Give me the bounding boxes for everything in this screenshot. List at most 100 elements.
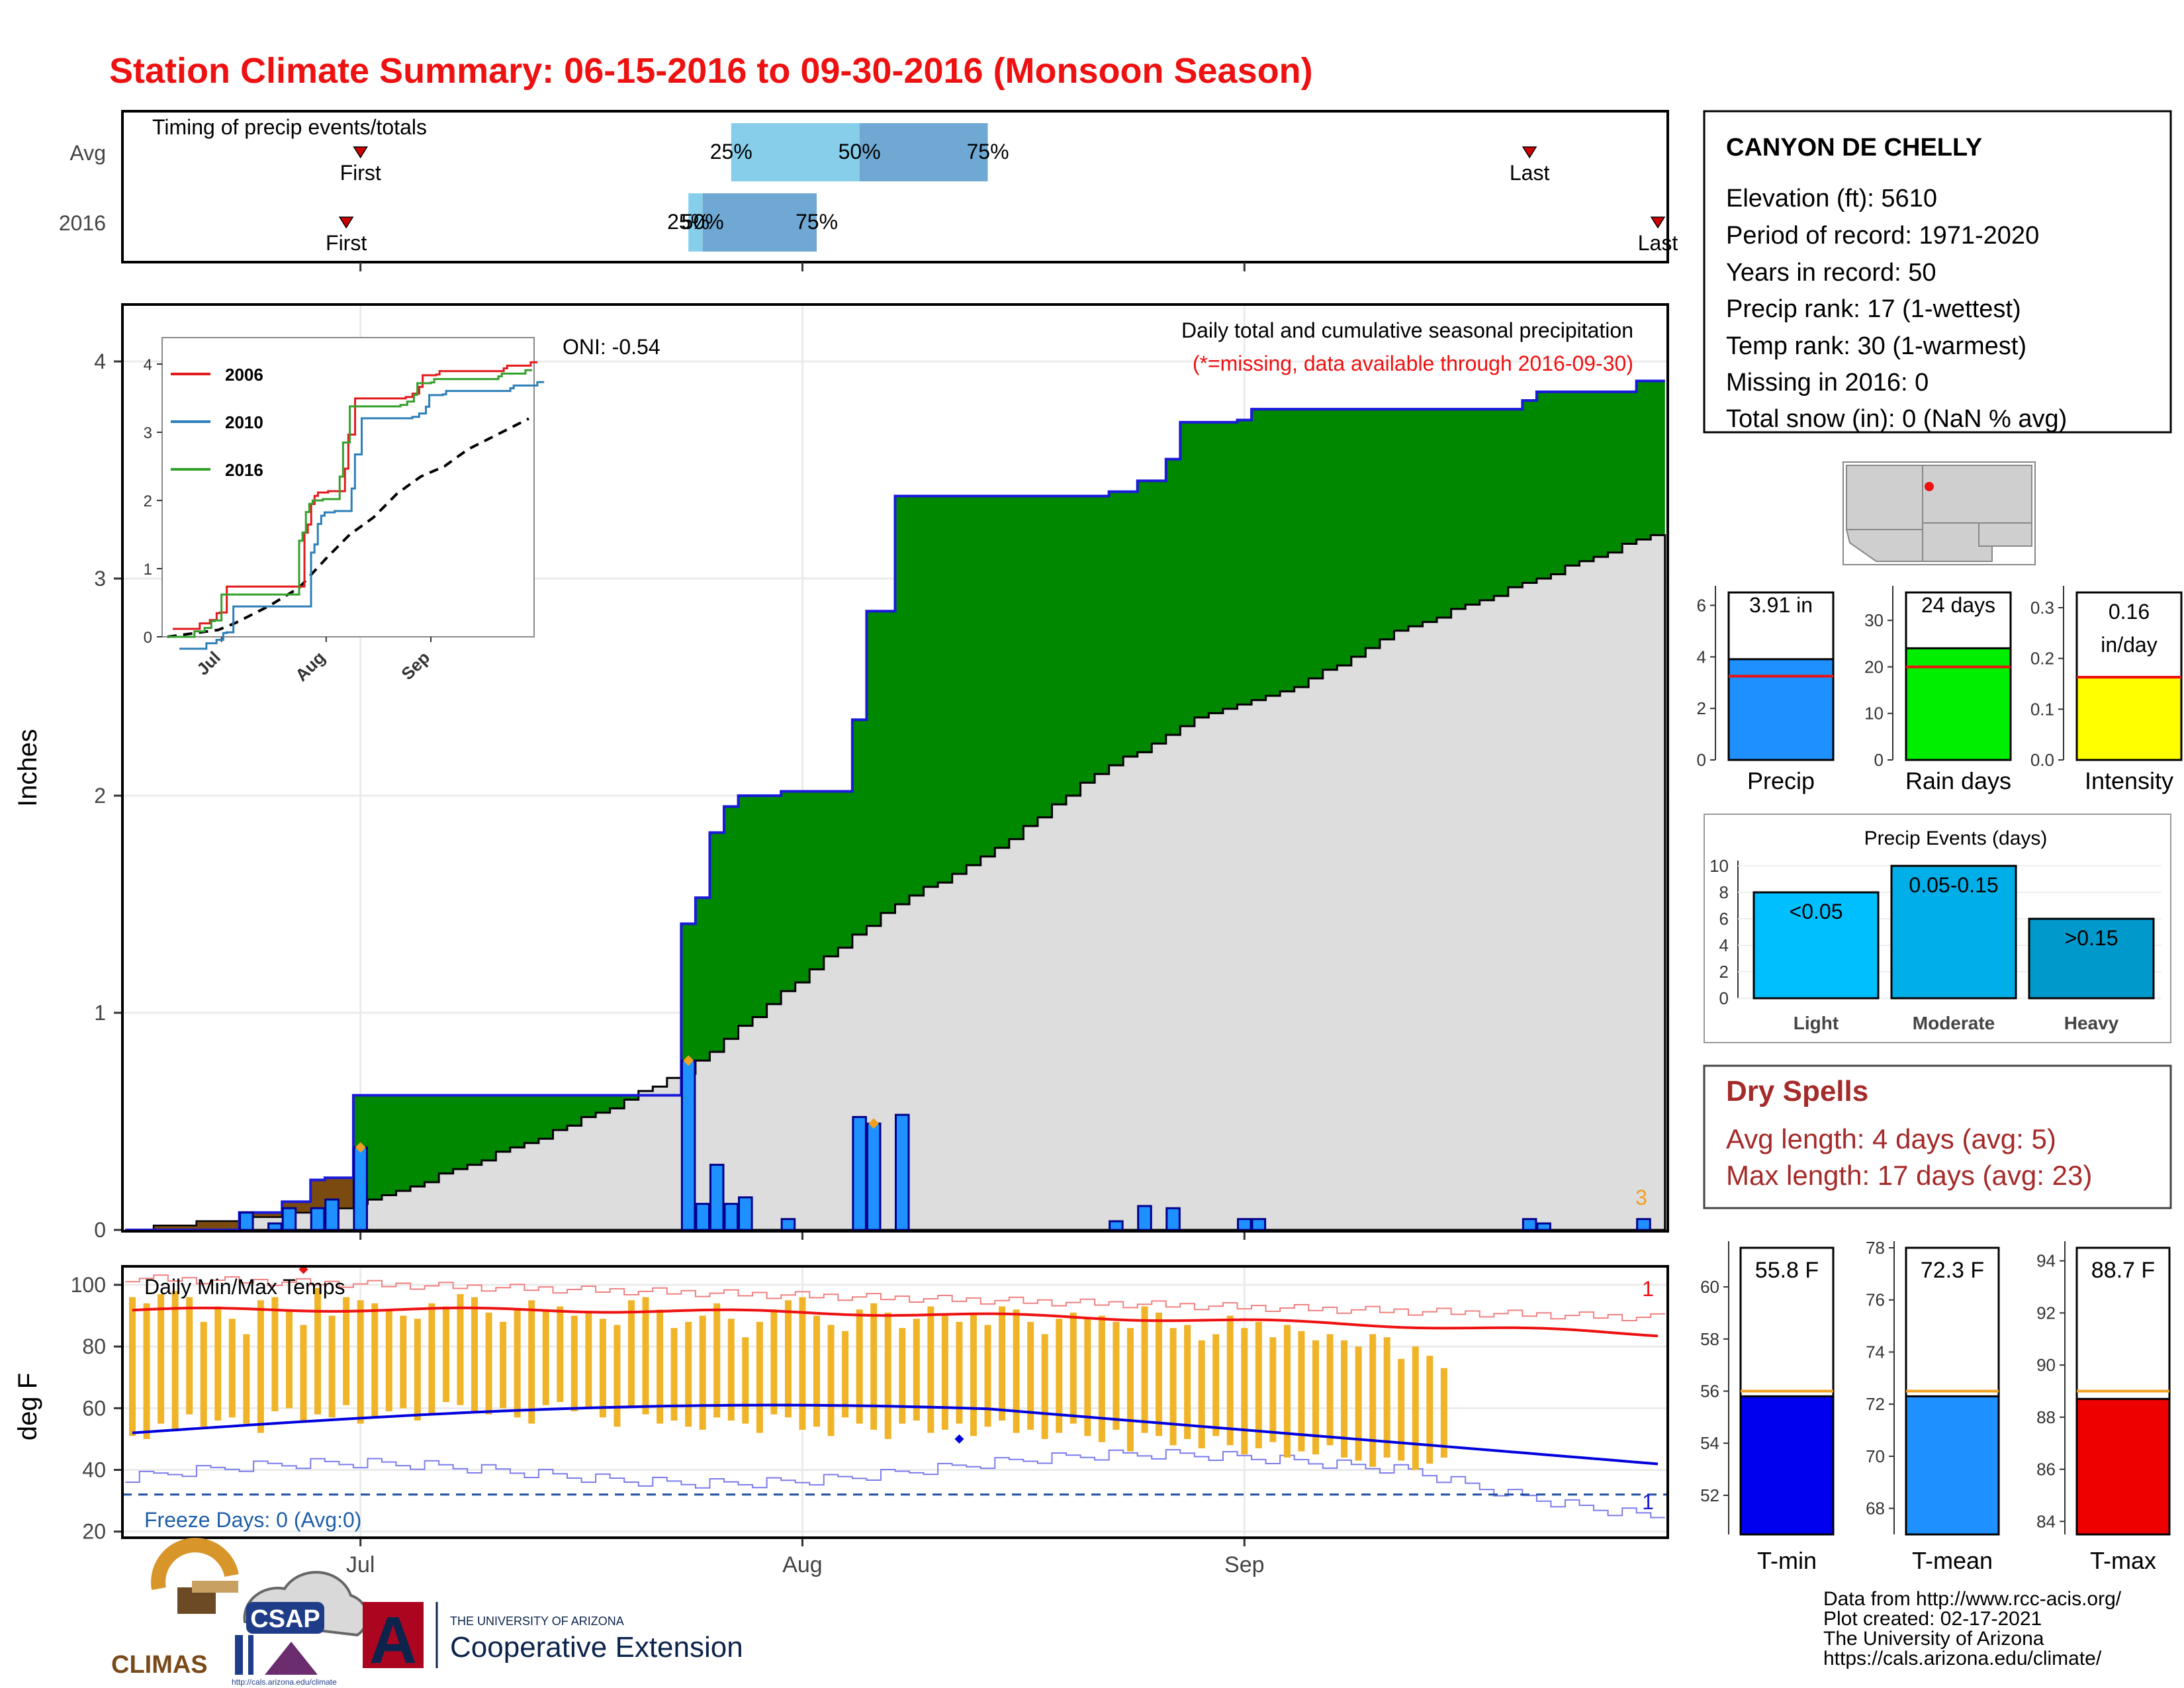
temp-summary-value-label: 88.7 F [2091, 1258, 2155, 1283]
freeze-days: Freeze Days: 0 (Avg:0) [144, 1508, 361, 1532]
temp-summary-y-tick-label: 52 [1700, 1485, 1719, 1505]
inset-legend-2016: 2016 [225, 460, 263, 480]
summary-y-tick-label: 10 [1864, 704, 1884, 724]
precip-y-label: Inches [13, 729, 42, 807]
daily-precip-bar [1237, 1218, 1252, 1231]
daily-precip-bar [1636, 1218, 1651, 1231]
timing-iqr-lower-Avg [731, 123, 860, 181]
daily-temp-range-bar [1412, 1346, 1419, 1470]
daily-temp-range-bar [428, 1303, 435, 1415]
daily-temp-range-bar [314, 1288, 322, 1415]
timing-q25-label: 25% [667, 210, 709, 234]
events-title: Precip Events (days) [1864, 827, 2048, 849]
summary-value-label: 3.91 in [1749, 593, 1813, 617]
daily-precip-bar [353, 1146, 368, 1231]
daily-temp-range-bar [913, 1319, 920, 1421]
timing-q75-label: 75% [796, 210, 838, 234]
daily-precip-bar [780, 1218, 796, 1231]
daily-precip-bar [709, 1164, 725, 1231]
daily-temp-range-bar [1283, 1325, 1291, 1458]
temp-summary-y-tick-label: 74 [1866, 1342, 1885, 1362]
temp-summary-y-tick-label: 60 [1700, 1277, 1719, 1297]
temp-x-tick-label: Sep [1224, 1552, 1265, 1577]
inset-legend-2010: 2010 [225, 412, 263, 432]
missing-count: 3 [1635, 1186, 1647, 1209]
daily-temp-range-bar [500, 1321, 507, 1409]
station-years: Years in record: 50 [1726, 259, 1936, 287]
events-bar-light [1752, 891, 1880, 1000]
daily-temp-range-bar [1355, 1346, 1362, 1461]
daily-temp-range-bar [1383, 1337, 1390, 1458]
csap-logo-url: http://cals.arizona.edu/climate [232, 1677, 337, 1687]
daily-temp-range-bar [200, 1321, 207, 1427]
temp-y-tick-label: 40 [82, 1458, 106, 1482]
precip-surplus-area [125, 381, 1665, 1230]
precip-legend-note: (*=missing, data available through 2016-… [1193, 352, 1633, 375]
daily-temp-range-bar [1184, 1325, 1191, 1439]
summary-y-tick-label: 0 [1874, 750, 1884, 770]
average-high-line [132, 1306, 1659, 1338]
daily-temp-range-bar [457, 1293, 464, 1405]
daily-temp-range-bar [984, 1325, 991, 1427]
precip-legend-title: Daily total and cumulative seasonal prec… [1181, 318, 1633, 342]
events-bar-label: 0.05-0.15 [1909, 873, 1998, 897]
ua-logo-big-text: Cooperative Extension [450, 1631, 743, 1664]
daily-temp-range-bar [300, 1325, 307, 1421]
summary-precip-bar [1727, 658, 1835, 761]
daily-precip-bar [239, 1211, 254, 1231]
temp-y-tick-label: 20 [82, 1520, 106, 1544]
daily-temp-range-bar [842, 1331, 849, 1418]
temp-summary-value-label: 72.3 F [1921, 1258, 1984, 1283]
daily-temp-range-bar [899, 1328, 906, 1424]
daily-precip-bar [1137, 1205, 1152, 1231]
timing-last-marker [1522, 146, 1537, 159]
events-bar-label: <0.05 [1790, 900, 1843, 923]
temp-summary-bar-t-mean [1905, 1395, 2000, 1536]
events-y-tick-label: 0 [1719, 988, 1729, 1008]
page-title: Station Climate Summary: 06-15-2016 to 0… [109, 51, 1313, 91]
temp-summary-y-tick-label: 78 [1866, 1238, 1885, 1258]
station-elevation: Elevation (ft): 5610 [1726, 185, 1937, 212]
daily-temp-range-bar [956, 1321, 963, 1424]
temp-summary-y-tick-label: 94 [2036, 1251, 2056, 1271]
temp-summary-y-tick-label: 70 [1866, 1446, 1885, 1466]
temp-summary-y-tick-label: 56 [1700, 1382, 1719, 1401]
summary-bar-charts: 0 2 4 6 3.91 in Precip 0 10 20 30 24 days Rain days… [1697, 586, 2183, 794]
daily-temp-range-bar [285, 1309, 293, 1409]
average-low-line [132, 1403, 1659, 1466]
temp-summary-category-label: T-max [2090, 1547, 2156, 1574]
daily-temp-range-bar [1098, 1315, 1105, 1442]
daily-temp-range-bar [970, 1312, 977, 1436]
dry-spells-max: Max length: 17 days (avg: 23) [1726, 1160, 2092, 1191]
summary-y-tick-label: 0.2 [2030, 649, 2054, 669]
timing-first-marker [338, 216, 354, 229]
timing-last-label: Last [1638, 231, 1678, 255]
station-name: CANYON DE CHELLY [1726, 134, 1982, 162]
daily-temp-range-bar [585, 1312, 592, 1409]
record-low-count: 1 [1642, 1490, 1654, 1514]
events-y-tick-label: 10 [1709, 856, 1729, 876]
inset-2010-line [179, 381, 545, 650]
temp-grid: 20 40 60 80 100 Jul Aug Sep [71, 1266, 1668, 1577]
temp-y-tick-label: 100 [71, 1273, 106, 1297]
events-layer: 0 2 4 6 8 10 <0.05 Light 0.05-0.15 Moderate >0.15 H… [1709, 856, 2161, 1033]
record-high-line [125, 1274, 1665, 1321]
summary-category-label: Precip [1747, 767, 1815, 794]
temp-panel-title: Daily Min/Max Temps [144, 1275, 345, 1299]
daily-temp-range-bar [228, 1319, 236, 1418]
daily-temp-range-bar [614, 1325, 621, 1427]
locator-map [1843, 461, 2036, 565]
daily-temp-range-bar [1084, 1319, 1091, 1436]
dry-spells-avg: Avg length: 4 days (avg: 5) [1726, 1123, 2056, 1154]
summary-y-tick-label: 0.0 [2030, 750, 2054, 770]
timing-q50-label: 50% [839, 140, 881, 164]
daily-temp-range-bar [657, 1309, 664, 1424]
temp-panel-bg [122, 1266, 1668, 1538]
daily-temp-range-bar [357, 1300, 364, 1424]
temp-y-tick-label: 60 [82, 1396, 106, 1420]
timing-last-label: Last [1510, 161, 1550, 185]
precip-record-marker [683, 1055, 694, 1066]
summary-y-tick-label: 0 [1697, 750, 1706, 770]
daily-precip-bar [1251, 1218, 1267, 1231]
events-y-tick-label: 8 [1719, 882, 1729, 902]
